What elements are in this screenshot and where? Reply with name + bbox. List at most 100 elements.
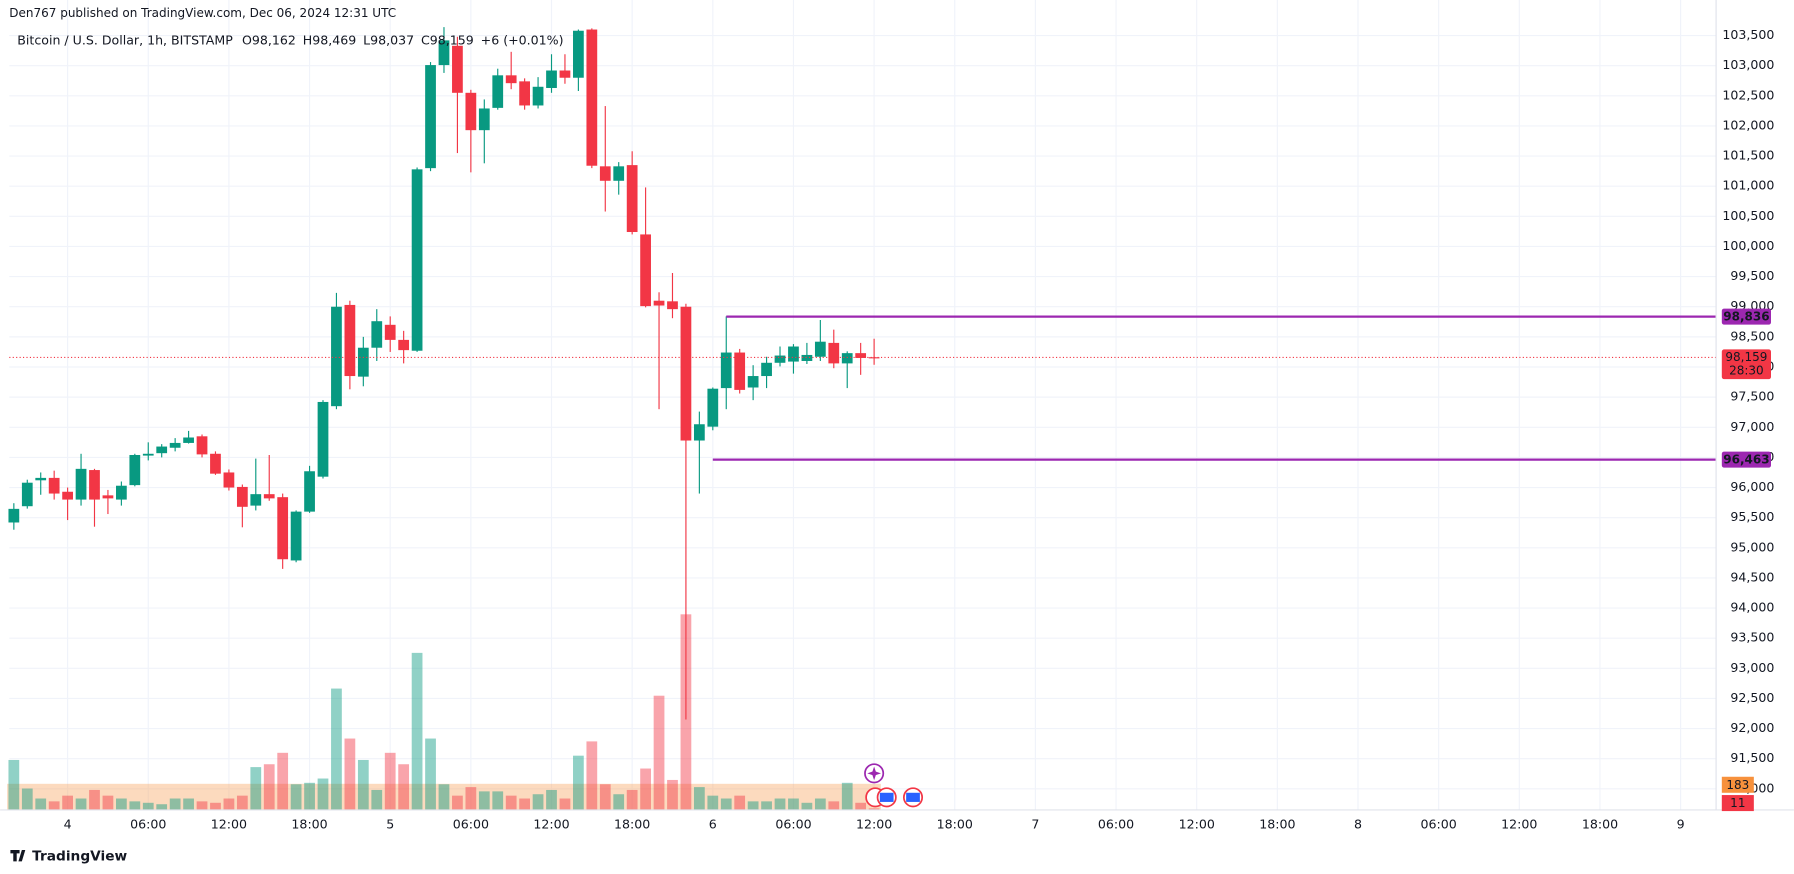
x-tick-label: 18:00 (1582, 816, 1618, 831)
volume-bar (519, 798, 531, 810)
y-tick-label: 98,500 (1730, 328, 1774, 343)
flag-icon (879, 792, 894, 802)
volume-bar (599, 784, 611, 810)
legend-key: L (363, 33, 370, 48)
candle-body (734, 352, 746, 390)
volume-bar (183, 798, 194, 810)
published-note: Den767 published on TradingView.com, Dec… (9, 6, 396, 20)
level-label: 98,836 (1723, 310, 1769, 324)
x-tick-label: 06:00 (453, 816, 489, 831)
volume-bar (384, 752, 396, 810)
volume-bar (250, 767, 262, 810)
candle-body (75, 468, 87, 500)
event-icon-glyph (867, 766, 881, 781)
candle-body (331, 306, 342, 407)
volume-bar (868, 808, 880, 810)
y-tick-label: 102,000 (1722, 117, 1774, 132)
volume-bar (841, 782, 853, 810)
y-tick-label: 93,000 (1730, 660, 1774, 675)
candle-body (653, 300, 665, 306)
candle-body (774, 355, 786, 363)
volume-bar (693, 787, 705, 810)
volume-bar (21, 788, 33, 810)
x-tick-label: 5 (386, 816, 394, 831)
legend-value: 98,159 (430, 33, 474, 48)
candle-body (720, 352, 732, 389)
volume-ma-label: 183 (1726, 778, 1749, 792)
candle-body (277, 497, 289, 560)
legend-value: 98,162 (252, 33, 296, 48)
y-tick-label: 93,500 (1730, 630, 1774, 645)
volume-bar (828, 801, 840, 810)
volume-bar (290, 784, 302, 810)
volume-bar (734, 795, 746, 810)
y-tick-label: 102,500 (1722, 87, 1774, 102)
x-tick-label: 18:00 (614, 816, 650, 831)
legend-change: +6 (+0.01%) (481, 33, 564, 48)
x-tick-label: 9 (1677, 816, 1685, 831)
candle-body (707, 388, 719, 427)
x-tick-label: 8 (1354, 816, 1362, 831)
level-badge (1721, 451, 1771, 468)
candle-body (357, 347, 369, 377)
symbol-title: Bitcoin / U.S. Dollar, 1h, BITSTAMP (17, 33, 233, 48)
candle-body (761, 362, 772, 377)
candle-body (115, 485, 127, 500)
candle-body (465, 92, 477, 131)
footer-brand: TradingView (32, 848, 127, 864)
candle-body (492, 75, 504, 108)
volume-badge (1721, 795, 1754, 812)
candle-body (398, 339, 410, 351)
x-tick-label: 06:00 (775, 816, 811, 831)
x-tick-label: 12:00 (211, 816, 247, 831)
x-tick-label: 06:00 (1421, 816, 1457, 831)
volume-bar (626, 789, 638, 810)
footer-logo: TradingView (10, 848, 128, 864)
y-tick-label: 96,000 (1730, 479, 1774, 494)
candle-body (452, 45, 463, 93)
candle-body (142, 453, 154, 456)
price-axis-bg (1716, 0, 1794, 874)
candle-body (89, 470, 100, 500)
x-tick-label: 12:00 (1501, 816, 1537, 831)
volume-bar (169, 798, 181, 810)
volume-bar (586, 741, 598, 810)
volume-bar (277, 752, 289, 810)
candle-body (8, 508, 20, 523)
logo-mark (10, 849, 26, 862)
volume-bar (465, 787, 477, 810)
candle-body (21, 482, 33, 507)
candle-body (35, 477, 47, 481)
legend-value: 98,469 (312, 33, 356, 48)
volume-bar (223, 798, 235, 810)
volume-bar (478, 791, 490, 810)
candle-body (263, 494, 275, 499)
y-tick-label: 91,500 (1730, 750, 1774, 765)
candle-body (828, 342, 840, 364)
volume-bar (425, 738, 436, 810)
candle-body (747, 376, 759, 388)
candle-body (223, 472, 235, 488)
y-tick-label: 103,500 (1722, 27, 1774, 42)
volume-bar (559, 798, 571, 810)
legend-key: C (421, 33, 430, 48)
volume-bar (814, 798, 826, 810)
volume-bar (398, 764, 410, 810)
y-tick-label: 92,000 (1730, 720, 1774, 735)
y-tick-label: 100,500 (1722, 208, 1774, 223)
volume-bar (371, 789, 383, 810)
candle-body (519, 81, 531, 106)
y-tick-label: 95,000 (1730, 539, 1774, 554)
volume-bar (210, 802, 221, 810)
candle-body (250, 494, 262, 506)
y-tick-label: 95,500 (1730, 509, 1774, 524)
event-icons (864, 763, 924, 808)
volume-bar (62, 795, 73, 810)
volume-bar (613, 794, 625, 810)
candle-body (855, 353, 867, 358)
candle-body (841, 353, 853, 364)
volume-bar (653, 695, 665, 810)
level-badge (1721, 308, 1771, 325)
legend-value: 98,037 (370, 33, 414, 48)
